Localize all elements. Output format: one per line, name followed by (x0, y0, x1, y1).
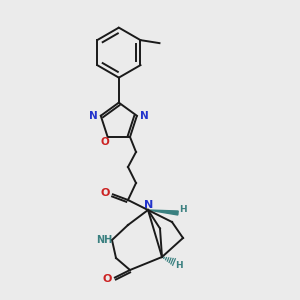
Text: O: O (102, 274, 112, 284)
Polygon shape (148, 210, 178, 215)
Text: N: N (89, 111, 98, 121)
Text: N: N (140, 111, 148, 121)
Text: O: O (100, 137, 109, 147)
Text: H: H (179, 206, 187, 214)
Text: N: N (144, 200, 154, 210)
Text: O: O (100, 188, 110, 198)
Text: H: H (175, 260, 183, 269)
Text: NH: NH (96, 235, 112, 245)
